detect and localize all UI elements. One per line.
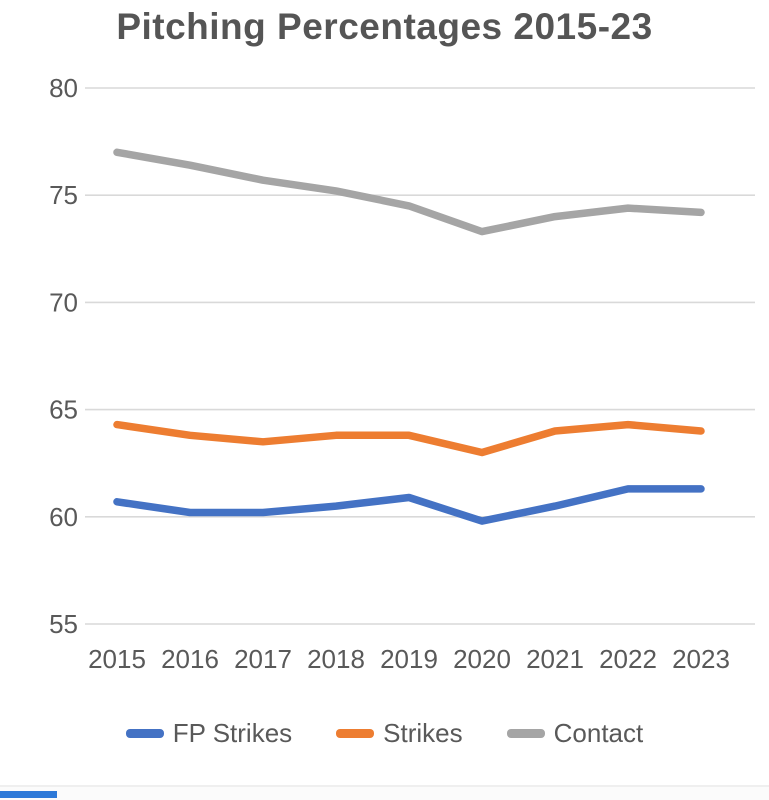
x-axis-tick-2022: 2022 <box>599 644 657 674</box>
x-axis-tick-2023: 2023 <box>672 644 730 674</box>
x-axis-tick-2015: 2015 <box>88 644 146 674</box>
y-axis-tick-70: 70 <box>49 287 78 317</box>
legend-item-fp-strikes: FP Strikes <box>125 718 293 749</box>
series-line-strikes <box>113 420 705 457</box>
series-line-contact <box>113 148 705 236</box>
x-axis-tick-2016: 2016 <box>161 644 219 674</box>
line-chart-plot-area: 80 75 70 65 60 55 2015 2016 2017 2018 2019 2020 2021… <box>49 73 755 674</box>
legend-swatch-icon <box>336 729 375 738</box>
legend-item-contact: Contact <box>506 718 644 749</box>
chart-legend: FP Strikes Strikes Contact <box>0 718 769 749</box>
x-axis-tick-2020: 2020 <box>453 644 511 674</box>
y-axis-tick-75: 75 <box>49 180 78 210</box>
x-axis-tick-2021: 2021 <box>526 644 584 674</box>
legend-label: FP Strikes <box>172 718 293 748</box>
legend-swatch-icon <box>506 729 545 738</box>
bottom-divider <box>0 785 769 787</box>
chart-title: Pitching Percentages 2015-23 <box>116 6 653 47</box>
y-axis-tick-80: 80 <box>49 73 78 103</box>
x-axis-tick-2018: 2018 <box>307 644 365 674</box>
y-axis-tick-60: 60 <box>49 502 78 532</box>
legend-item-strikes: Strikes <box>336 718 463 749</box>
x-axis-tick-2019: 2019 <box>380 644 438 674</box>
bottom-accent-bar <box>0 791 57 798</box>
footer-strip <box>0 787 769 800</box>
series-line-fp-strikes <box>113 485 705 525</box>
y-axis-tick-55: 55 <box>49 609 78 639</box>
y-axis-tick-65: 65 <box>49 395 78 425</box>
legend-label: Contact <box>553 718 644 748</box>
x-axis-tick-2017: 2017 <box>234 644 292 674</box>
legend-swatch-icon <box>125 729 164 738</box>
legend-label: Strikes <box>383 718 463 748</box>
